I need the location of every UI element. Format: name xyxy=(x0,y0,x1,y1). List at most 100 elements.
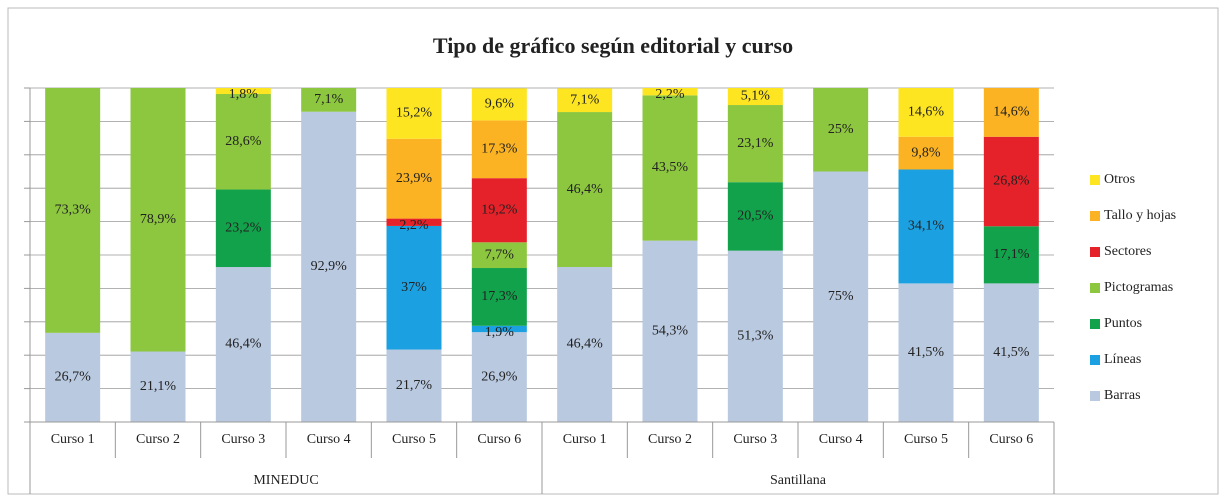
bar-segment xyxy=(727,88,783,106)
data-label: 23,9% xyxy=(396,171,433,186)
bar-segment xyxy=(898,283,954,422)
legend-swatch xyxy=(1090,247,1100,257)
bar-segment xyxy=(301,111,357,423)
bar-segment xyxy=(386,218,442,226)
data-label: 21,1% xyxy=(140,379,177,394)
legend-swatch xyxy=(1090,283,1100,293)
x-tick-label: Curso 3 xyxy=(221,432,265,447)
legend-label: Barras xyxy=(1104,388,1141,403)
bar-segment xyxy=(983,136,1039,227)
data-label: 17,3% xyxy=(481,142,518,157)
bar-segment xyxy=(386,88,442,139)
data-label: 46,4% xyxy=(567,337,604,352)
bar-segment xyxy=(727,105,783,183)
data-label: 37% xyxy=(401,280,427,295)
data-label: 73,3% xyxy=(55,203,92,218)
legend-swatch xyxy=(1090,175,1100,185)
data-label: 9,6% xyxy=(485,97,515,112)
group-label: Santillana xyxy=(770,473,827,488)
data-label: 92,9% xyxy=(311,259,348,274)
bar-segment xyxy=(813,88,869,172)
data-label: 17,1% xyxy=(993,247,1030,262)
data-label: 1,8% xyxy=(229,87,259,102)
bar-segment xyxy=(130,351,186,422)
data-label: 26,8% xyxy=(993,174,1030,189)
data-label: 2,2% xyxy=(399,218,429,233)
bar-segment xyxy=(471,268,527,326)
data-label: 1,9% xyxy=(485,325,515,340)
legend-swatch xyxy=(1090,211,1100,221)
legend-label: Otros xyxy=(1104,172,1135,187)
x-tick-label: Curso 5 xyxy=(904,432,948,447)
bar-segment xyxy=(471,325,527,333)
data-label: 46,4% xyxy=(567,182,604,197)
bar-segment xyxy=(983,226,1039,284)
legend-label: Puntos xyxy=(1104,316,1142,331)
bar-segment xyxy=(983,283,1039,422)
legend-label: Sectores xyxy=(1104,244,1151,259)
data-label: 14,6% xyxy=(993,105,1030,120)
data-label: 43,5% xyxy=(652,160,689,175)
x-tick-label: Curso 5 xyxy=(392,432,436,447)
data-label: 25% xyxy=(828,122,854,137)
x-tick-label: Curso 1 xyxy=(51,432,95,447)
group-label: MINEDUC xyxy=(253,473,318,488)
bar-segment xyxy=(386,138,442,219)
bar-segment xyxy=(215,189,271,268)
x-tick-label: Curso 6 xyxy=(989,432,1033,447)
legend-label: Pictogramas xyxy=(1104,280,1173,295)
data-label: 9,8% xyxy=(911,145,941,160)
bar-segment xyxy=(898,169,954,284)
data-label: 17,3% xyxy=(481,289,518,304)
data-label: 5,1% xyxy=(741,89,771,104)
bar-segment xyxy=(215,94,271,190)
bar-segment xyxy=(471,332,527,422)
bar-segment xyxy=(557,112,613,268)
bar-segment xyxy=(898,88,954,137)
bar-segment xyxy=(471,242,527,269)
data-label: 41,5% xyxy=(908,345,945,360)
bar-segment xyxy=(727,250,783,422)
x-tick-label: Curso 3 xyxy=(733,432,777,447)
data-label: 20,5% xyxy=(737,209,774,224)
bar-segment xyxy=(642,88,698,96)
bar-segment xyxy=(898,136,954,170)
bar-segment xyxy=(301,88,357,112)
data-label: 7,1% xyxy=(314,92,344,107)
data-label: 26,9% xyxy=(481,369,518,384)
bar-segment xyxy=(813,171,869,422)
x-tick-label: Curso 2 xyxy=(136,432,180,447)
data-label: 54,3% xyxy=(652,324,689,339)
bar-segment xyxy=(642,240,698,422)
bar-segment xyxy=(557,88,613,113)
bar-segment xyxy=(386,225,442,350)
bar-segment xyxy=(983,88,1039,137)
data-label: 15,2% xyxy=(396,106,433,121)
legend-swatch xyxy=(1090,355,1100,365)
data-label: 19,2% xyxy=(481,202,518,217)
data-label: 2,2% xyxy=(655,87,685,102)
legend-swatch xyxy=(1090,391,1100,401)
x-tick-label: Curso 2 xyxy=(648,432,692,447)
data-label: 28,6% xyxy=(225,134,262,149)
legend-label: Tallo y hojas xyxy=(1104,208,1176,223)
bar-segment xyxy=(471,120,527,179)
legend-swatch xyxy=(1090,319,1100,329)
data-label: 21,7% xyxy=(396,378,433,393)
data-label: 34,1% xyxy=(908,219,945,234)
bar-segment xyxy=(471,88,527,121)
data-label: 46,4% xyxy=(225,337,262,352)
x-tick-label: Curso 4 xyxy=(819,432,863,447)
bar-segment xyxy=(45,332,101,422)
data-label: 75% xyxy=(828,289,854,304)
bar-segment xyxy=(642,95,698,241)
data-label: 23,1% xyxy=(737,136,774,151)
bar-segment xyxy=(557,267,613,422)
x-tick-label: Curso 1 xyxy=(563,432,607,447)
data-label: 78,9% xyxy=(140,212,177,227)
bar-segment xyxy=(215,88,271,95)
data-label: 7,7% xyxy=(485,247,515,262)
data-label: 7,1% xyxy=(570,92,600,107)
bar-segment xyxy=(471,178,527,243)
